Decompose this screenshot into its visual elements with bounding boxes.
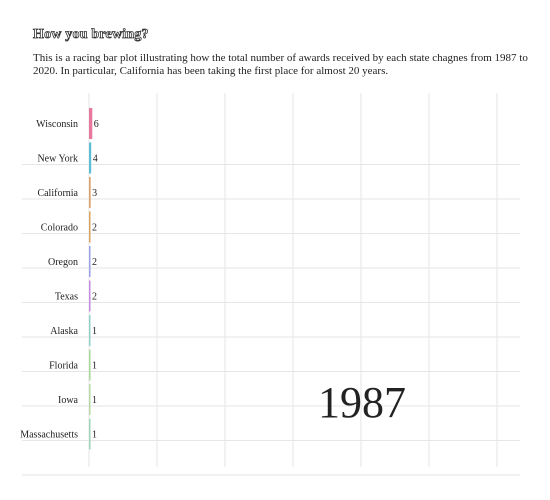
value-label: 4 [93,154,98,165]
category-label: California [37,188,78,199]
chart-subtitle: This is a racing bar plot illustrating h… [33,52,528,77]
category-label: Wisconsin [36,119,78,130]
bar [89,280,91,312]
category-label: Colorado [41,223,78,234]
category-label: Florida [49,361,78,372]
value-label: 2 [92,223,97,234]
chart-title: How you brewing? [33,27,149,43]
bar [89,418,91,450]
bar [89,108,93,139]
category-label: Massachusetts [20,430,78,441]
grid-lines [22,93,520,476]
bar [89,315,91,346]
value-labels: 6 4 3 2 2 2 1 1 1 1 [92,119,99,441]
category-label: Iowa [58,395,79,406]
value-label: 1 [92,430,97,441]
bar [89,211,91,243]
bar [89,349,91,381]
category-labels: Wisconsin New York California Colorado Orego… [20,119,78,441]
bar [89,177,91,208]
value-label: 2 [92,257,97,268]
value-label: 1 [92,326,97,337]
bar [89,142,92,174]
bar [89,246,91,277]
bar [89,384,91,415]
year-label: 1987 [318,378,406,427]
value-label: 6 [94,119,99,130]
value-label: 1 [92,395,97,406]
category-label: Oregon [48,257,78,268]
category-label: Texas [55,292,78,303]
bars [89,108,93,450]
value-label: 3 [92,188,97,199]
category-label: Alaska [50,326,78,337]
value-label: 2 [92,292,97,303]
value-label: 1 [92,361,97,372]
category-label: New York [37,154,78,165]
